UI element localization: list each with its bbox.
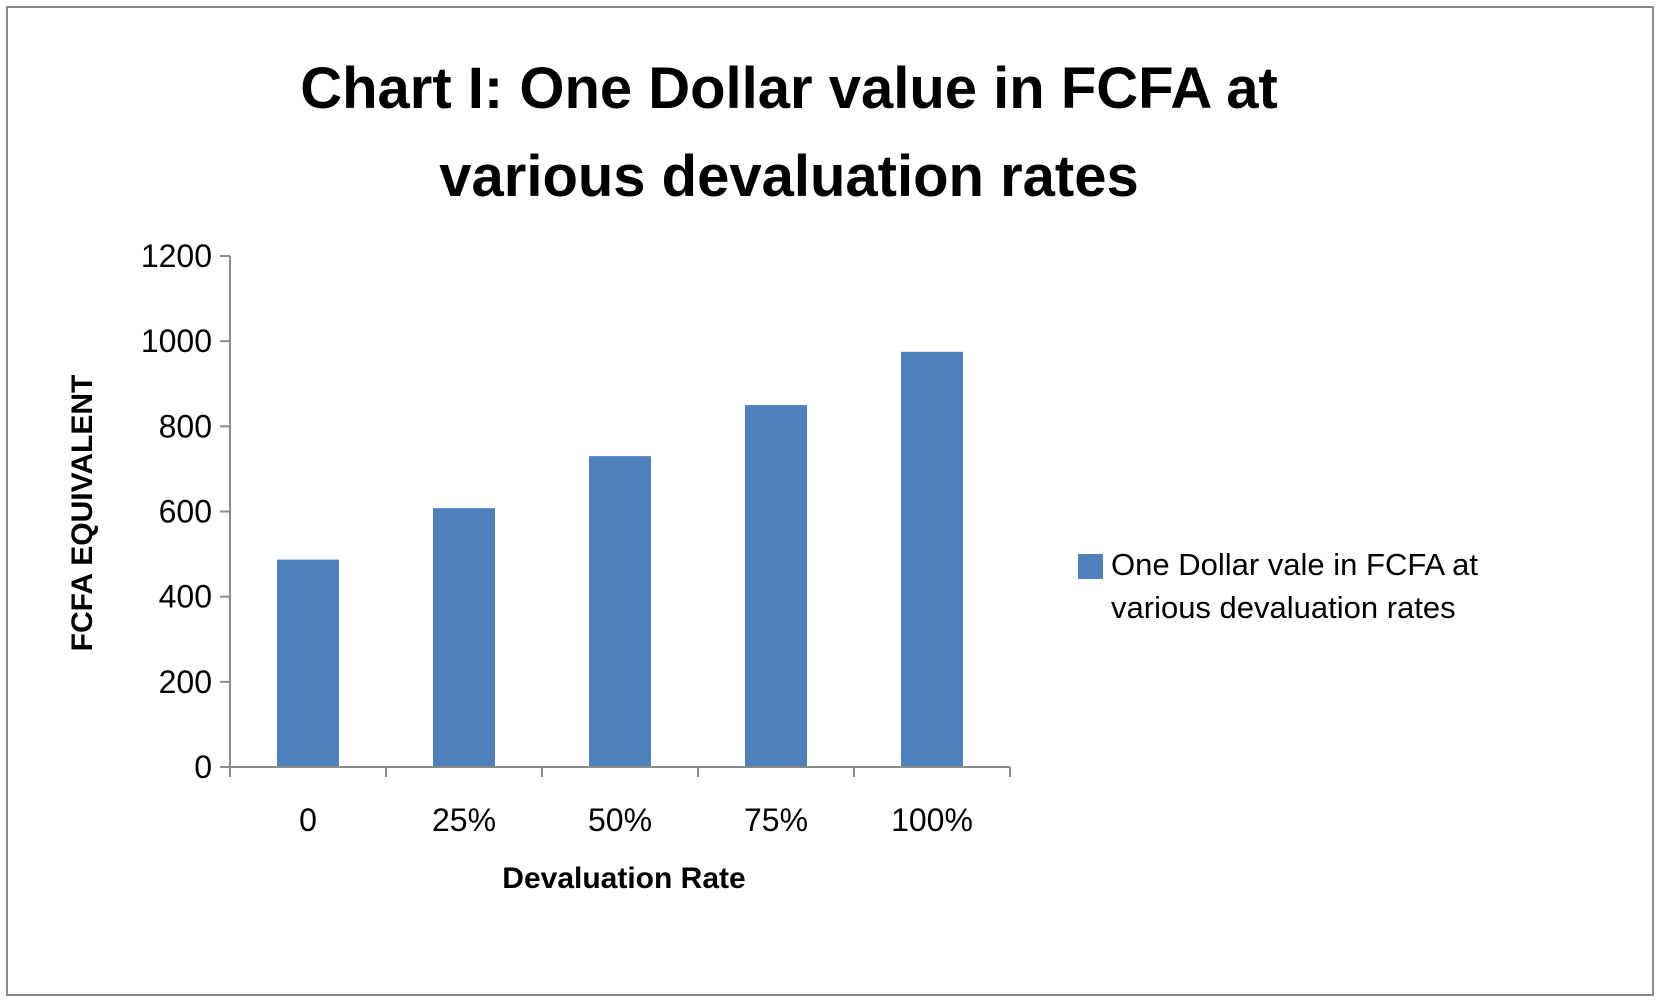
y-tick-label: 1000 (141, 323, 212, 359)
x-tick-label: 25% (432, 802, 496, 838)
chart-title-line-2: various devaluation rates (439, 144, 1138, 209)
axes (229, 256, 1010, 768)
y-axis-ticks: 0 200 400 600 800 1000 1200 (141, 238, 230, 785)
y-tick-label: 0 (194, 749, 212, 785)
x-axis-ticks: 0 25% 50% 75% 100% (229, 767, 1011, 838)
y-tick-label: 1200 (141, 238, 212, 274)
x-tick-label: 0 (299, 802, 317, 838)
bar (433, 508, 495, 767)
legend-label-line-1: One Dollar vale in FCFA at (1111, 547, 1478, 582)
x-tick-label: 100% (891, 802, 973, 838)
y-tick-label: 400 (159, 579, 212, 615)
x-axis-title: Devaluation Rate (502, 862, 745, 895)
x-tick-label: 50% (588, 802, 652, 838)
chart-title: Chart I: One Dollar value in FCFA at var… (300, 56, 1278, 209)
legend-label-line-2: various devaluation rates (1111, 590, 1456, 625)
bar-chart: Chart I: One Dollar value in FCFA at var… (66, 56, 1478, 895)
bar (745, 405, 807, 767)
bar (277, 559, 339, 767)
y-tick-label: 600 (159, 494, 212, 530)
bar (589, 456, 651, 767)
y-tick-label: 800 (159, 408, 212, 444)
x-tick-label: 75% (744, 802, 808, 838)
legend-swatch (1078, 554, 1103, 579)
chart-title-line-1: Chart I: One Dollar value in FCFA at (300, 56, 1278, 121)
bar-series (277, 351, 963, 767)
y-axis-title: FCFA EQUIVALENT (66, 375, 99, 652)
bar (901, 351, 963, 767)
chart-frame: Chart I: One Dollar value in FCFA at var… (6, 6, 1654, 996)
y-tick-label: 200 (159, 664, 212, 700)
legend: One Dollar vale in FCFA at various deval… (1078, 547, 1478, 625)
